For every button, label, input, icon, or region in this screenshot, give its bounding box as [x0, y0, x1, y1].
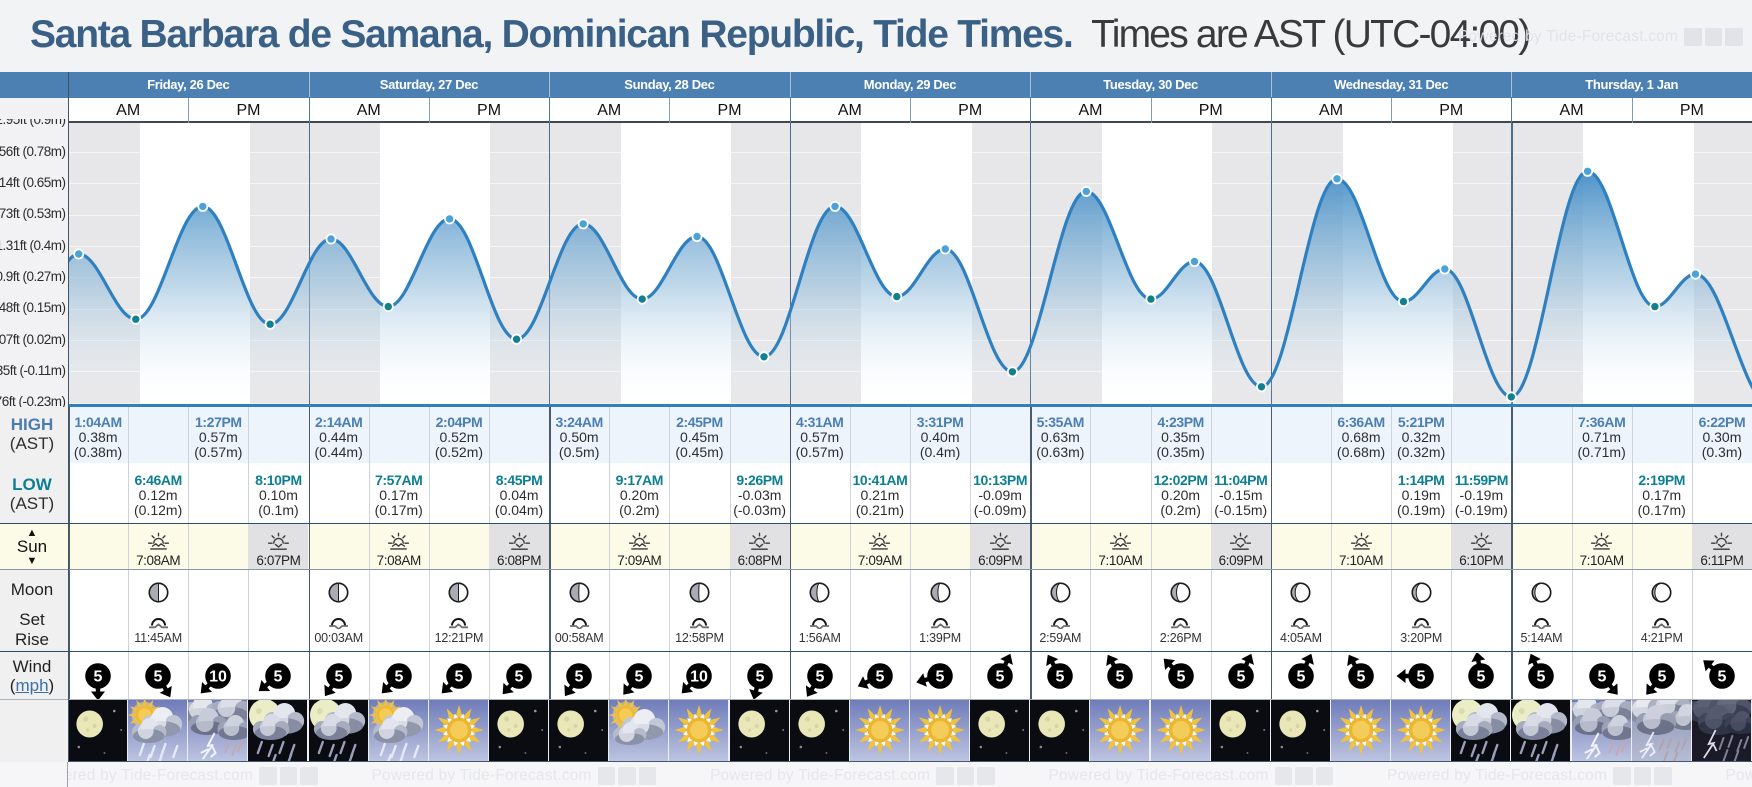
svg-text:5: 5	[1417, 669, 1426, 686]
svg-text:5: 5	[1477, 669, 1486, 686]
svg-text:5: 5	[996, 669, 1005, 686]
svg-text:5: 5	[1717, 669, 1726, 686]
svg-text:5: 5	[454, 669, 463, 686]
svg-text:5: 5	[334, 669, 343, 686]
svg-text:5: 5	[875, 669, 884, 686]
svg-text:5: 5	[1056, 669, 1065, 686]
svg-text:10: 10	[691, 669, 709, 686]
svg-text:5: 5	[575, 669, 584, 686]
svg-text:5: 5	[815, 669, 824, 686]
svg-text:5: 5	[515, 669, 524, 686]
svg-text:5: 5	[1657, 669, 1666, 686]
svg-text:5: 5	[94, 669, 103, 686]
svg-text:5: 5	[1357, 669, 1366, 686]
svg-text:5: 5	[274, 669, 283, 686]
svg-text:10: 10	[209, 669, 227, 686]
svg-text:5: 5	[1296, 669, 1305, 686]
svg-text:5: 5	[1537, 669, 1546, 686]
svg-text:5: 5	[755, 669, 764, 686]
svg-text:5: 5	[394, 669, 403, 686]
svg-text:5: 5	[154, 669, 163, 686]
svg-text:5: 5	[1236, 669, 1245, 686]
svg-text:5: 5	[1176, 669, 1185, 686]
svg-text:5: 5	[936, 669, 945, 686]
svg-text:5: 5	[1116, 669, 1125, 686]
svg-text:5: 5	[1597, 669, 1606, 686]
svg-text:5: 5	[635, 669, 644, 686]
